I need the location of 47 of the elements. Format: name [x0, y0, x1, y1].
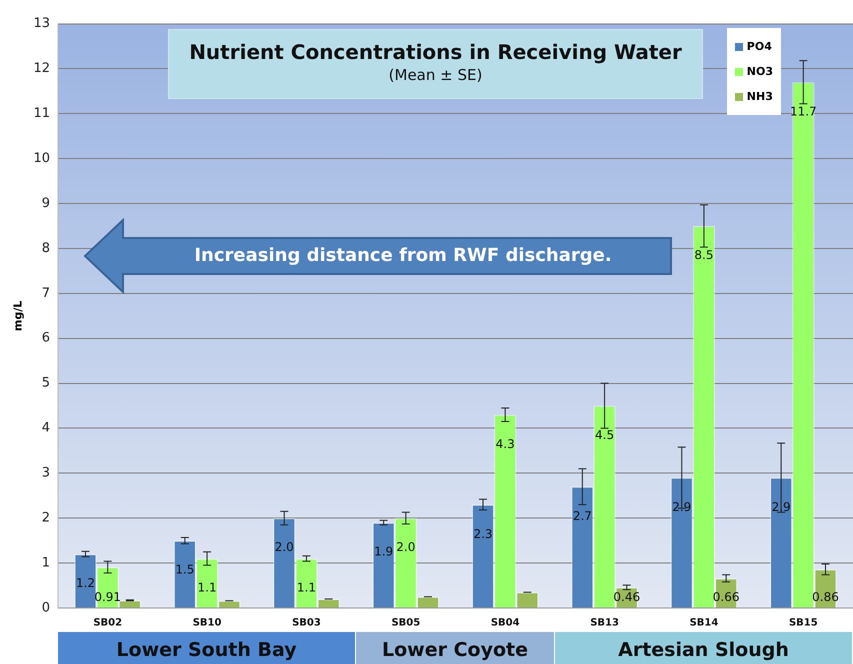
- legend-label: PO4: [746, 40, 772, 53]
- y-tick-label: 9: [42, 196, 50, 211]
- x-tick-label: SB10: [192, 618, 222, 629]
- text: (Mean ± SE): [388, 66, 484, 84]
- y-tick-label: 11: [33, 106, 50, 122]
- data-label: 2.0: [274, 540, 294, 554]
- x-tick-label: SB03: [292, 618, 321, 629]
- data-label: 2.9: [672, 500, 692, 514]
- data-label: 4.5: [595, 428, 614, 442]
- data-label: 1.2: [76, 576, 96, 590]
- y-tick-label: 2: [42, 510, 50, 526]
- data-label: 1.1: [198, 580, 217, 595]
- legend-label: NO3: [746, 65, 773, 78]
- y-tick-label: 4: [42, 420, 50, 436]
- y-tick-label: 8: [42, 240, 50, 256]
- data-label: 1.1: [296, 580, 316, 595]
- x-tick-label: SB13: [590, 618, 619, 629]
- data-label: 1.9: [374, 544, 394, 559]
- y-tick-label: 13: [33, 16, 50, 32]
- text: Nutrient Concentrations in Receiving Water: [188, 40, 683, 64]
- y-tick-label: 3: [42, 466, 50, 481]
- x-tick-label: SB04: [490, 618, 520, 629]
- x-tick-label: SB15: [788, 618, 818, 629]
- data-label: 4.3: [496, 436, 515, 451]
- data-label: 2.0: [396, 540, 416, 554]
- y-tick-label: 7: [42, 286, 50, 301]
- y-tick-label: 1: [42, 555, 50, 570]
- annotation: Increasing distance from RWF discharge.: [193, 244, 613, 268]
- data-label: 1.5: [175, 562, 194, 577]
- x-tick-label: SB05: [391, 618, 420, 629]
- text: Lower South Bay: [58, 632, 356, 664]
- y-tick-label: 6: [42, 330, 50, 346]
- left-arrow: Increasing distance from RWF discharge.: [83, 218, 673, 294]
- data-label: 2.3: [473, 526, 493, 541]
- x-tick-label: SB14: [690, 618, 718, 629]
- text: Lower Coyote: [356, 632, 555, 664]
- y-tick-label: 5: [42, 376, 50, 391]
- y-tick-label: 10: [33, 150, 50, 166]
- data-label: 11.7: [790, 104, 817, 118]
- legend-label: NH3: [746, 90, 773, 103]
- data-label: 8.5: [694, 248, 714, 262]
- data-label: 2.7: [572, 508, 592, 523]
- text: Artesian Slough: [555, 632, 853, 664]
- y-tick-label: 12: [33, 61, 50, 76]
- x-tick-label: SB02: [93, 618, 122, 629]
- y-tick-label: 0: [42, 600, 50, 616]
- y-axis-title: mg/L: [11, 300, 24, 332]
